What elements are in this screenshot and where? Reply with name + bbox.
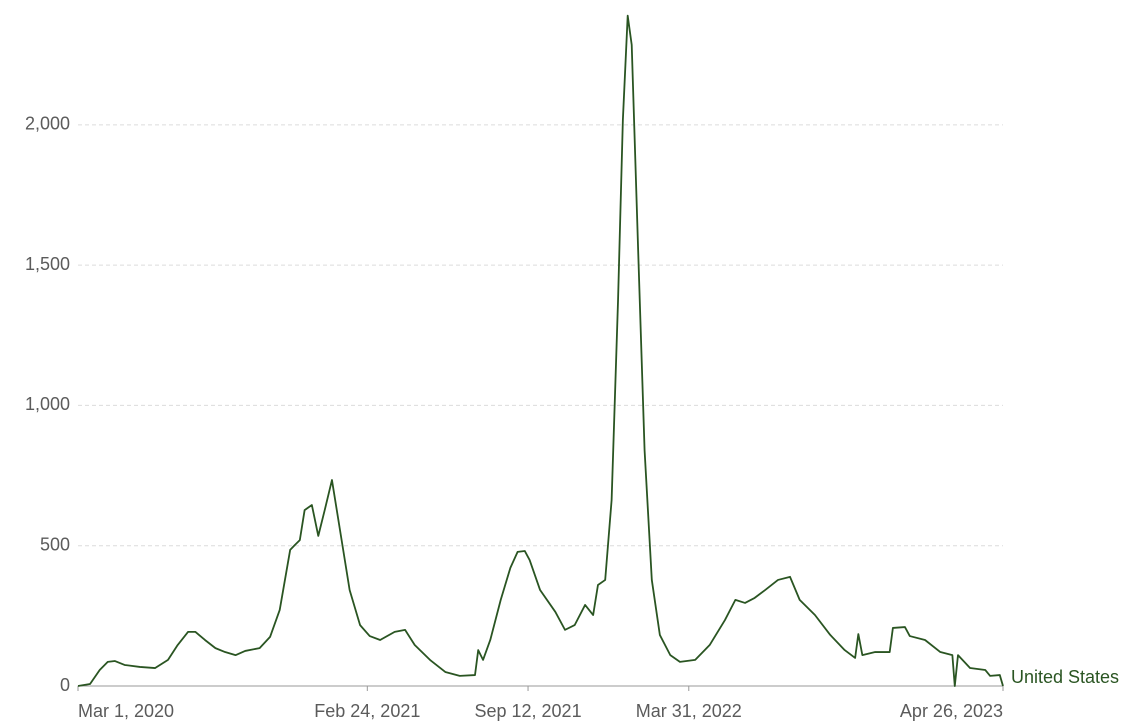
x-tick-label: Apr 26, 2023 [900, 701, 1003, 721]
y-tick-label: 0 [60, 675, 70, 695]
x-tick-label: Feb 24, 2021 [314, 701, 420, 721]
y-tick-label: 500 [40, 534, 70, 554]
data-line [77, 14, 1004, 687]
x-tick-label: Mar 31, 2022 [636, 701, 742, 721]
x-tick-label: Sep 12, 2021 [474, 701, 581, 721]
y-tick-label: 1,000 [25, 394, 70, 414]
series-label: United States [1011, 667, 1119, 687]
x-tick-label: Mar 1, 2020 [78, 701, 174, 721]
y-tick-label: 2,000 [25, 114, 70, 134]
y-tick-label: 1,500 [25, 254, 70, 274]
